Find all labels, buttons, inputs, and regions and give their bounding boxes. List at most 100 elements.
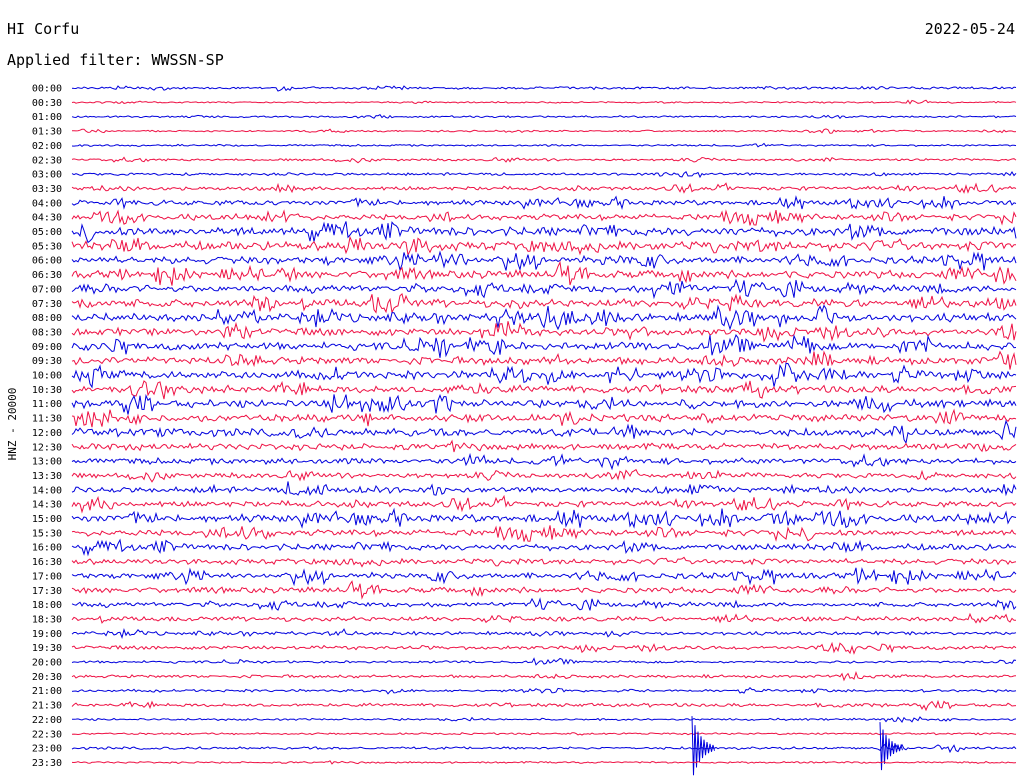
y-axis-label: HNZ - 20000	[6, 388, 19, 461]
time-tick-label: 05:30	[32, 241, 62, 252]
seismogram-trace	[71, 494, 1017, 514]
time-tick-label: 14:00	[32, 485, 62, 496]
time-tick-label: 07:30	[32, 299, 62, 310]
time-tick-label: 01:00	[32, 112, 62, 123]
seismogram-trace	[71, 114, 1017, 120]
seismogram-trace	[71, 304, 1017, 331]
time-tick-label: 23:00	[32, 744, 62, 755]
seismogram-trace	[71, 538, 1017, 557]
seismogram-trace	[71, 260, 1017, 286]
filter-label: Applied filter: WWSSN-SP	[7, 51, 224, 69]
seismogram-trace	[71, 393, 1017, 415]
seismogram-trace	[71, 182, 1017, 194]
seismogram-trace	[71, 333, 1017, 358]
time-tick-label: 09:30	[32, 356, 62, 367]
seismogram-trace	[71, 171, 1017, 179]
time-tick-label: 21:30	[32, 701, 62, 712]
seismogram-trace	[71, 321, 1017, 343]
seismogram-trace	[71, 221, 1017, 244]
time-tick-label: 18:30	[32, 614, 62, 625]
time-tick-label: 22:00	[32, 715, 62, 726]
time-tick-label: 12:30	[32, 442, 62, 453]
time-tick-label: 19:00	[32, 629, 62, 640]
time-tick-label: 19:30	[32, 643, 62, 654]
seismogram-trace	[71, 612, 1017, 624]
time-tick-label: 00:00	[32, 84, 62, 95]
seismogram-trace	[71, 99, 1017, 105]
seismogram-trace	[71, 732, 1017, 736]
time-tick-label: 11:30	[32, 414, 62, 425]
time-tick-label: 07:00	[32, 284, 62, 295]
seismogram-trace	[71, 760, 1017, 765]
time-tick-label: 21:00	[32, 686, 62, 697]
time-tick-label: 00:30	[32, 98, 62, 109]
time-tick-label: 02:00	[32, 141, 62, 152]
time-tick-label: 23:30	[32, 758, 62, 769]
time-tick-label: 08:30	[32, 327, 62, 338]
seismic-event-spike	[691, 716, 715, 776]
seismogram-trace	[71, 128, 1017, 134]
seismogram-trace	[71, 567, 1017, 587]
time-tick-label: 15:00	[32, 514, 62, 525]
time-tick-label: 06:30	[32, 270, 62, 281]
time-tick-label: 08:00	[32, 313, 62, 324]
time-tick-label: 20:00	[32, 658, 62, 669]
time-tick-label: 13:30	[32, 471, 62, 482]
seismogram-trace	[71, 699, 1017, 712]
seismogram-trace	[71, 85, 1017, 92]
seismogram-trace	[71, 670, 1017, 682]
seismogram-trace	[71, 235, 1017, 257]
seismogram-trace	[71, 362, 1017, 389]
seismogram-trace	[71, 156, 1017, 164]
time-tick-label: 14:30	[32, 500, 62, 511]
seismogram-trace	[71, 507, 1017, 529]
time-tick-label: 03:30	[32, 184, 62, 195]
time-tick-label: 13:00	[32, 457, 62, 468]
seismogram-trace	[71, 657, 1017, 666]
seismogram-trace	[71, 481, 1017, 497]
seismogram-trace	[72, 716, 1017, 723]
time-tick-label: 03:00	[32, 170, 62, 181]
seismogram-trace	[71, 195, 1017, 211]
date-label: 2022-05-24	[924, 20, 1015, 38]
time-tick-label: 09:00	[32, 342, 62, 353]
seismogram-trace	[71, 452, 1017, 471]
seismogram-trace	[71, 350, 1017, 370]
time-tick-label: 12:00	[32, 428, 62, 439]
seismogram-trace	[71, 641, 1017, 655]
seismogram-trace	[71, 408, 1017, 428]
time-tick-label: 17:00	[32, 571, 62, 582]
seismogram-trace	[71, 525, 1017, 542]
time-tick-label: 18:00	[32, 600, 62, 611]
time-tick-label: 10:30	[32, 385, 62, 396]
seismogram-trace	[71, 439, 1017, 453]
seismogram-trace	[71, 278, 1017, 300]
seismogram-trace	[71, 580, 1017, 600]
time-tick-label: 05:00	[32, 227, 62, 238]
time-tick-label: 04:30	[32, 213, 62, 224]
station-title: HI Corfu	[7, 20, 80, 38]
time-tick-label: 02:30	[32, 155, 62, 166]
time-tick-label: 11:00	[32, 399, 62, 410]
time-tick-label: 10:00	[32, 371, 62, 382]
seismogram-trace	[71, 142, 1017, 148]
seismogram-trace	[71, 380, 1017, 400]
time-tick-label: 16:30	[32, 557, 62, 568]
seismogram-trace	[71, 468, 1017, 483]
time-tick-label: 04:00	[32, 198, 62, 209]
seismogram-trace	[71, 556, 1017, 568]
time-tick-label: 16:00	[32, 543, 62, 554]
seismogram-trace	[71, 628, 1017, 640]
seismogram-trace	[71, 743, 1017, 754]
seismogram-trace	[71, 250, 1017, 272]
seismogram-trace	[71, 686, 1017, 695]
time-tick-label: 01:30	[32, 127, 62, 138]
time-tick-label: 15:30	[32, 528, 62, 539]
time-tick-label: 17:30	[32, 586, 62, 597]
time-tick-label: 20:30	[32, 672, 62, 683]
time-tick-label: 06:00	[32, 256, 62, 267]
seismogram-trace	[71, 209, 1017, 226]
time-tick-label: 22:30	[32, 729, 62, 740]
seismogram-trace	[71, 597, 1017, 611]
